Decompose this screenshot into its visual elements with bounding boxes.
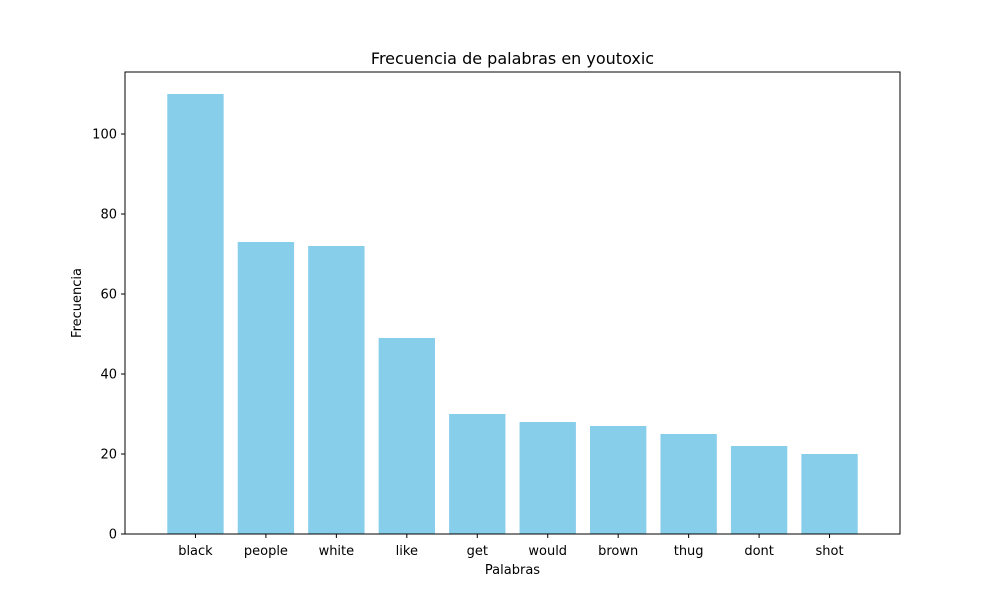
x-tick-label: brown xyxy=(598,544,638,559)
bar-would xyxy=(519,422,576,534)
x-tick-label: get xyxy=(467,544,488,559)
bar-dont xyxy=(730,446,788,534)
bar-white xyxy=(308,246,365,534)
y-tick-label: 20 xyxy=(100,448,117,463)
x-tick-label: people xyxy=(244,544,288,559)
x-tick-label: would xyxy=(528,544,567,559)
bar-people xyxy=(237,242,295,534)
x-axis-ticks: black people white like get would brown thug don… xyxy=(178,534,844,559)
y-tick-label: 40 xyxy=(100,368,117,383)
bar-get xyxy=(449,414,506,534)
bars-group xyxy=(167,94,858,534)
x-tick-label: black xyxy=(178,544,213,559)
y-tick-label: 80 xyxy=(100,208,117,223)
bar-black xyxy=(167,94,224,534)
chart-title: Frecuencia de palabras en youtoxic xyxy=(371,49,654,68)
x-tick-label: like xyxy=(396,544,418,559)
bar-brown xyxy=(590,426,647,534)
y-axis-ticks: 0 20 40 60 80 100 xyxy=(92,128,125,543)
x-tick-label: white xyxy=(319,544,355,559)
x-tick-label: thug xyxy=(674,544,704,559)
x-tick-label: dont xyxy=(744,544,774,559)
plot-frame xyxy=(124,71,901,535)
y-tick-label: 0 xyxy=(109,528,117,543)
y-tick-label: 100 xyxy=(92,128,117,143)
y-tick-label: 60 xyxy=(100,288,117,303)
x-tick-label: shot xyxy=(816,544,844,559)
bar-shot xyxy=(801,454,858,534)
bar-thug xyxy=(660,434,717,534)
bar-like xyxy=(378,338,435,534)
y-axis-label: Frecuencia xyxy=(70,268,85,338)
x-axis-label: Palabras xyxy=(485,563,540,578)
